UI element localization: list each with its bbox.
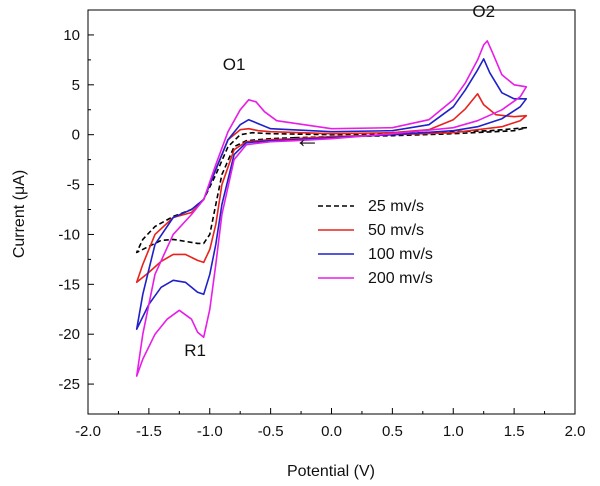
x-tick-label: 1.0 [443,423,464,440]
y-tick-label: -10 [58,226,80,243]
x-tick-label: -1.5 [136,423,162,440]
x-tick-label: 0.0 [321,423,342,440]
x-tick-label: 2.0 [565,423,586,440]
scan-direction-arrow: ← [294,124,320,154]
y-tick-label: -25 [58,376,80,393]
y-tick-label: 10 [63,27,80,44]
y-tick-label: -5 [67,177,80,194]
x-tick-label: -1.0 [197,423,223,440]
annotations: O1 O2 R1 ← [184,2,495,360]
peak-label-r1: R1 [184,341,206,360]
legend-label-3: 200 mv/s [368,270,433,287]
legend-label-2: 100 mv/s [368,246,433,263]
legend-label-0: 25 mv/s [368,198,424,215]
peak-label-o1: O1 [223,55,246,74]
x-tick-label: -2.0 [75,423,101,440]
series-line-200-mv-s [135,40,528,377]
legend: 25 mv/s 50 mv/s 100 mv/s 200 mv/s [318,198,433,287]
x-tick-label: 1.5 [504,423,525,440]
series-line-25-mv-s [135,126,528,254]
x-axis-title: Potential (V) [287,463,375,480]
axis-ticks: -2.0 -1.5 -1.0 -0.5 0.0 0.5 1.0 1.5 2.0 -25 -20 -15… [58,9,586,440]
legend-label-1: 50 mv/s [368,222,424,239]
series-line-50-mv-s [135,93,528,284]
x-tick-label: 0.5 [382,423,403,440]
series-layer [135,40,528,377]
y-tick-label: 0 [72,127,80,144]
x-tick-label: -0.5 [258,423,284,440]
y-axis-title: Current (μA) [11,170,28,258]
series-line-100-mv-s [135,58,528,330]
y-tick-label: 5 [72,77,80,94]
y-tick-label: -20 [58,326,80,343]
plot-border [87,9,576,415]
peak-label-o2: O2 [472,2,495,21]
plot-frame [87,9,576,415]
y-tick-label: -15 [58,276,80,293]
